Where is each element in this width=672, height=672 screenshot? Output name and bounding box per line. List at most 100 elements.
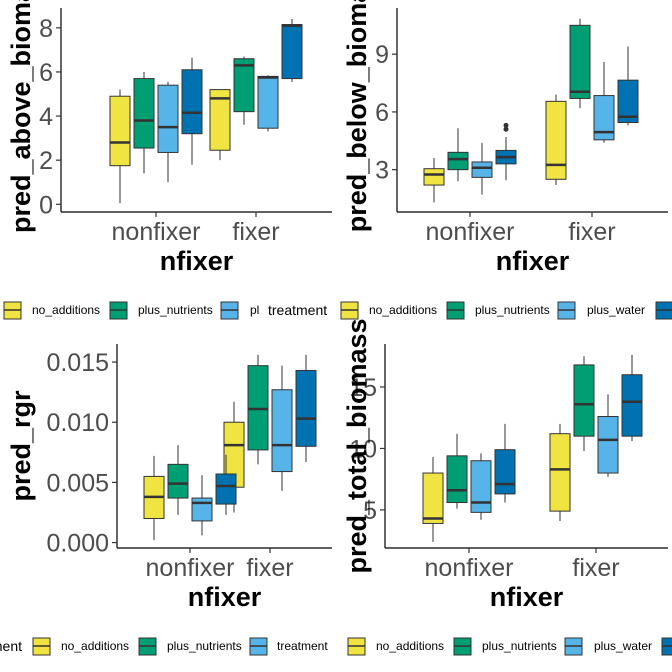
box-no_additions-nonfixer (109, 89, 131, 204)
legend-label: plus_nutrients (482, 639, 557, 653)
y-axis-title: pred_above_bioma (6, 0, 36, 233)
y-tick-label: 8 (39, 15, 53, 43)
y-tick-label: 2 (39, 147, 53, 175)
y-tick-label: 6 (375, 99, 389, 127)
legend-title: treatment (268, 302, 327, 318)
y-tick-label: 5 (363, 497, 377, 525)
y-tick-label: 10 (349, 435, 377, 463)
box-plus_water-nonfixer (471, 142, 493, 195)
box-plus_nutrients-nonfixer (447, 128, 469, 182)
box-iqr (167, 463, 189, 499)
box-plus_both-fixer (617, 46, 639, 126)
legend-title: ment (0, 638, 22, 654)
outlier-point (503, 126, 509, 132)
legend-label: no_additions (61, 639, 129, 653)
legend-2: no_additions plus_nutrients plus_water (340, 301, 672, 320)
box-iqr (446, 455, 468, 504)
legend-1: no_additions plus_nutrients pl treatment (3, 301, 327, 320)
box-iqr (209, 89, 231, 151)
box-plus_water-fixer (257, 75, 279, 132)
box-iqr (617, 79, 639, 124)
y-axis-title: pred_below_bioma (342, 0, 372, 232)
legend-3: no_additions plus_nutrients treatment ment (0, 637, 328, 656)
box-no_additions-nonfixer (143, 455, 165, 541)
box-plus_nutrients-nonfixer (167, 445, 189, 515)
box-plus_nutrients-nonfixer (133, 71, 155, 174)
box-iqr (257, 75, 279, 129)
box-plus_nutrients-nonfixer (446, 433, 468, 509)
legend-label: plus_nutrients (167, 639, 242, 653)
x-axis-title: nfixer (160, 246, 234, 276)
box-plus_nutrients-fixer (233, 56, 255, 125)
y-tick-label: 0 (39, 191, 53, 219)
x-tick-label: nonfixer (146, 554, 235, 582)
legend-label: treatment (277, 639, 328, 653)
box-iqr (471, 161, 493, 178)
box-iqr (593, 95, 615, 141)
legend-label: no_additions (376, 639, 444, 653)
x-tick-label: fixer (232, 218, 279, 246)
y-tick-label: 0.005 (46, 469, 109, 497)
box-iqr (569, 24, 591, 99)
box-plus_water-fixer (271, 365, 293, 491)
box-iqr (181, 69, 203, 135)
box-plus_both-fixer (621, 355, 643, 442)
legend-label: plus_water (587, 303, 645, 317)
box-iqr (597, 416, 619, 474)
y-tick-label: 0.010 (46, 409, 109, 437)
box-plus_both-nonfixer (215, 454, 237, 515)
y-tick-label: 0.000 (46, 530, 109, 558)
box-iqr (157, 84, 179, 153)
box-iqr (133, 78, 155, 149)
legend-label: plus_nutrients (475, 303, 550, 317)
legend-label: plus_water (594, 639, 652, 653)
y-tick-label: 4 (39, 103, 53, 131)
x-tick-label: fixer (572, 554, 619, 582)
box-iqr (191, 497, 213, 522)
y-tick-label: 9 (375, 41, 389, 69)
box-plus_nutrients-fixer (573, 356, 595, 451)
x-axis-title: nfixer (188, 582, 262, 612)
y-tick-label: 6 (39, 59, 53, 87)
box-plus_both-fixer (295, 354, 317, 462)
x-tick-label: fixer (246, 554, 293, 582)
x-tick-label: fixer (568, 218, 615, 246)
y-tick-label: 15 (349, 374, 377, 402)
x-tick-label: nonfixer (426, 218, 515, 246)
box-iqr (281, 24, 303, 80)
box-iqr (545, 100, 567, 180)
box-no_additions-fixer (209, 89, 231, 161)
legend-label: pl (250, 303, 259, 317)
outlier-point (503, 122, 509, 128)
box-plus_nutrients-fixer (569, 18, 591, 109)
y-tick-label: 0.015 (46, 349, 109, 377)
x-tick-label: nonfixer (112, 218, 201, 246)
box-plus_both-nonfixer (494, 423, 516, 503)
box-plus_water-fixer (597, 394, 619, 477)
panel-4: 5 10 15 nonfixer fixer nfixer pred_total_bioma… (342, 318, 668, 612)
x-tick-label: nonfixer (425, 554, 514, 582)
box-iqr (573, 364, 595, 437)
box-iqr (295, 369, 317, 447)
box-iqr (233, 58, 255, 113)
y-tick-label: 3 (375, 157, 389, 185)
box-no_additions-fixer (549, 423, 571, 521)
x-axis-title: nfixer (496, 246, 570, 276)
box-no_additions-fixer (545, 94, 567, 186)
legend-4: no_additions plus_nutrients plus_water (347, 637, 672, 656)
box-iqr (494, 449, 516, 495)
legend-label: no_additions (369, 303, 437, 317)
box-plus_nutrients-fixer (247, 354, 269, 465)
box-plus_water-nonfixer (157, 81, 179, 183)
box-plus_both-nonfixer (181, 57, 203, 165)
box-iqr (215, 473, 237, 505)
legend-label: no_additions (32, 303, 100, 317)
y-axis-title: pred_total_biomass (342, 318, 372, 573)
box-iqr (549, 433, 571, 512)
box-plus_water-fixer (593, 61, 615, 143)
box-iqr (447, 151, 469, 171)
